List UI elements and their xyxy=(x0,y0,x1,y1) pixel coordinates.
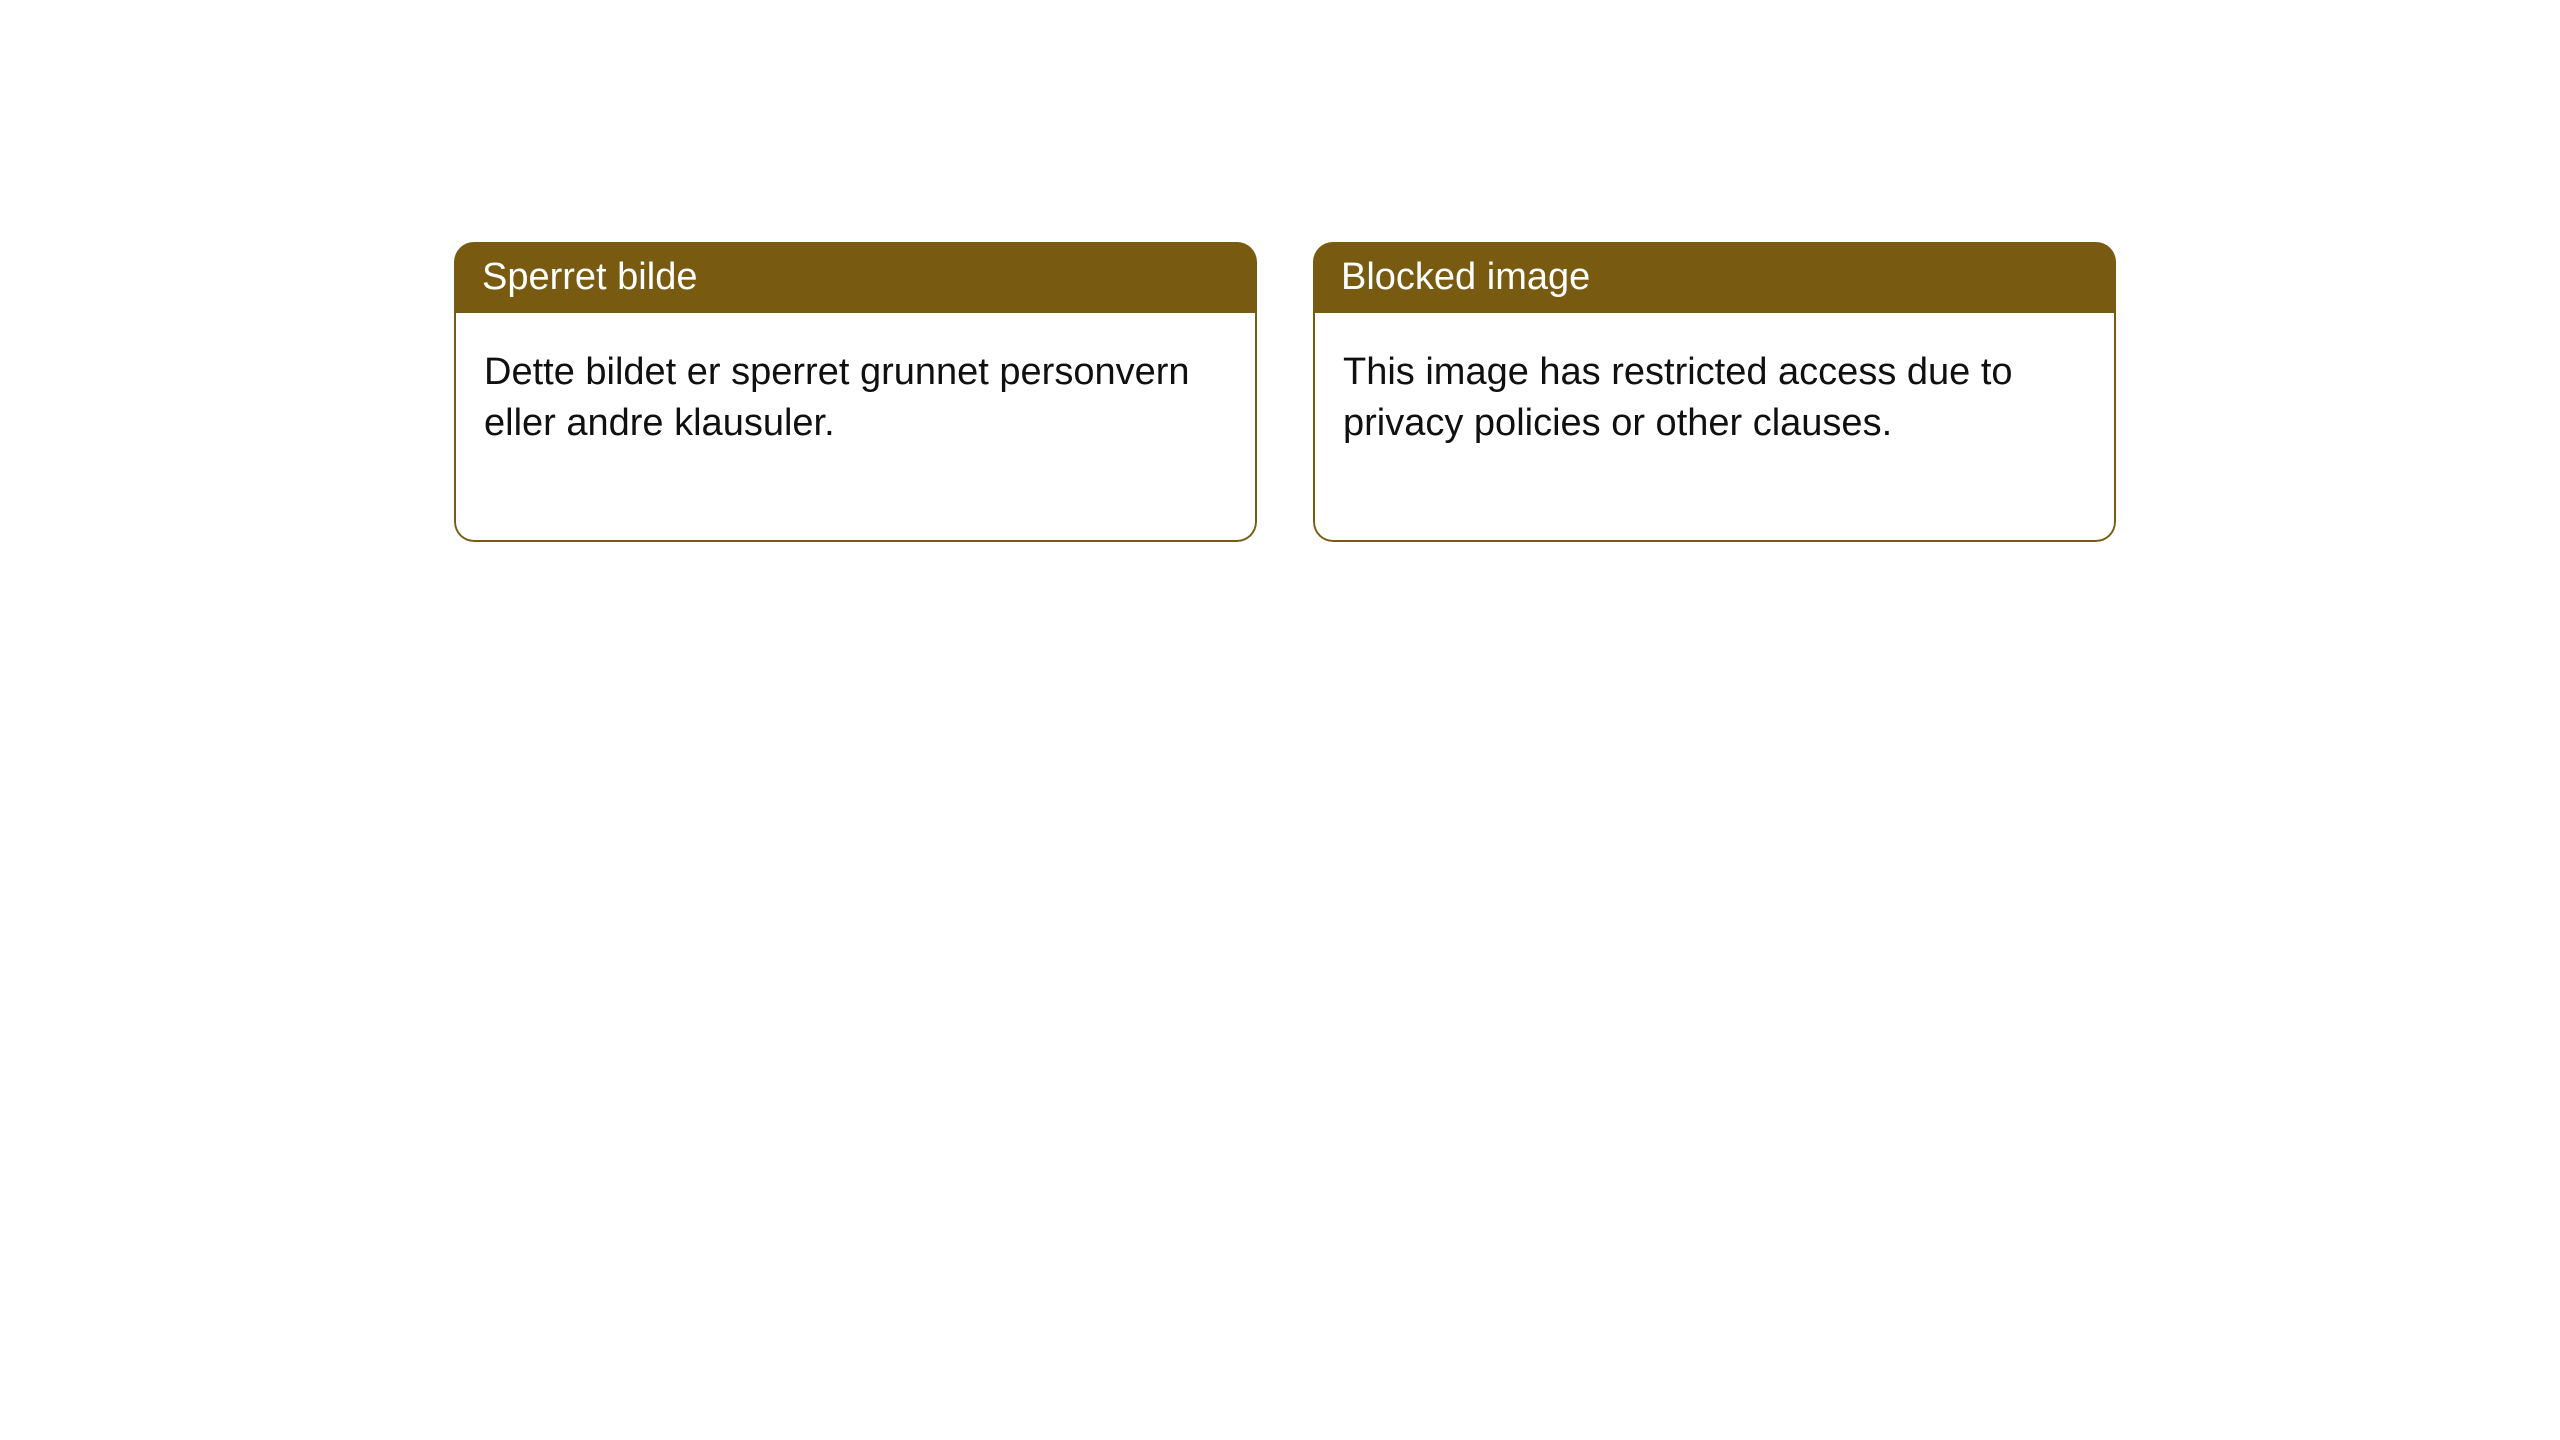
notice-card-body: Dette bildet er sperret grunnet personve… xyxy=(454,313,1257,542)
notice-card-body: This image has restricted access due to … xyxy=(1313,313,2116,542)
notice-container: Sperret bilde Dette bildet er sperret gr… xyxy=(0,0,2560,542)
notice-card-english: Blocked image This image has restricted … xyxy=(1313,242,2116,542)
notice-card-title: Blocked image xyxy=(1313,242,2116,313)
notice-card-norwegian: Sperret bilde Dette bildet er sperret gr… xyxy=(454,242,1257,542)
notice-card-title: Sperret bilde xyxy=(454,242,1257,313)
